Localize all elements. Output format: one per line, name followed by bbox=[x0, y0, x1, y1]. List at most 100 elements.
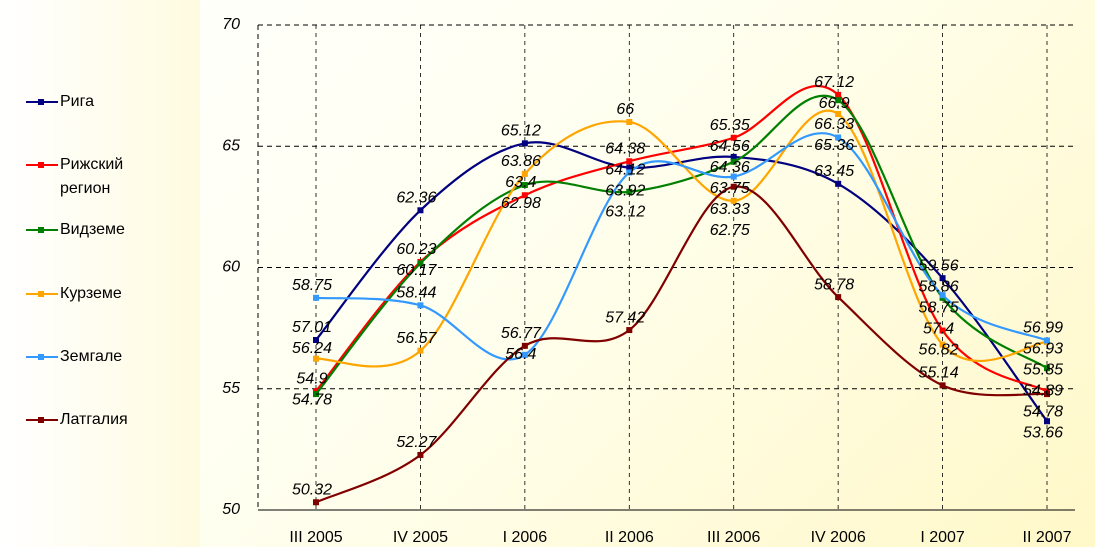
x-tick-label: I 2007 bbox=[920, 529, 965, 546]
data-label: 56.77 bbox=[501, 325, 542, 342]
point-marker bbox=[521, 192, 528, 199]
data-label: 56.24 bbox=[292, 340, 332, 357]
point-marker bbox=[835, 294, 842, 301]
point-marker bbox=[835, 134, 842, 141]
point-marker bbox=[939, 327, 946, 334]
data-label: 59.56 bbox=[919, 257, 959, 274]
x-tick-label: II 2007 bbox=[1023, 529, 1072, 546]
point-marker bbox=[417, 347, 424, 354]
point-marker bbox=[521, 170, 528, 177]
data-label: 63.86 bbox=[501, 153, 541, 170]
point-marker bbox=[1044, 337, 1050, 344]
series-line bbox=[315, 132, 1048, 361]
legend-label: Земгале bbox=[60, 348, 123, 365]
point-marker bbox=[417, 260, 424, 267]
point-marker bbox=[626, 158, 633, 165]
data-label: 62.98 bbox=[501, 195, 541, 212]
point-marker bbox=[939, 382, 946, 389]
x-tick-label: IV 2005 bbox=[393, 529, 448, 546]
point-marker bbox=[939, 275, 946, 282]
point-marker bbox=[1044, 365, 1050, 372]
data-label: 66 bbox=[616, 101, 634, 118]
legend-label: Рижский регион bbox=[60, 156, 124, 197]
point-marker bbox=[730, 183, 737, 190]
data-label: 55.85 bbox=[1023, 362, 1063, 379]
data-label: 63.12 bbox=[605, 204, 645, 221]
data-label: 58.86 bbox=[919, 278, 959, 295]
legend-item: Земгале bbox=[26, 347, 196, 369]
legend-swatch bbox=[26, 417, 58, 423]
data-label: 63.4 bbox=[505, 174, 536, 191]
data-label: 65.12 bbox=[501, 123, 541, 140]
data-label: 54.89 bbox=[1023, 383, 1063, 400]
legend-swatch bbox=[26, 227, 58, 233]
data-label: 67.12 bbox=[814, 74, 854, 91]
data-label: 64.36 bbox=[710, 159, 750, 176]
data-label: 57.42 bbox=[605, 309, 645, 326]
data-label: 54.9 bbox=[296, 370, 327, 387]
point-marker bbox=[521, 342, 528, 349]
legend-label: Видземе bbox=[60, 221, 125, 238]
point-marker bbox=[313, 294, 319, 301]
data-label: 58.75 bbox=[292, 277, 332, 294]
legend-swatch bbox=[26, 291, 58, 297]
data-label: 56.57 bbox=[396, 330, 437, 347]
point-marker bbox=[939, 292, 946, 299]
point-marker bbox=[626, 169, 633, 176]
data-label: 63.75 bbox=[710, 180, 750, 197]
data-label: 55.14 bbox=[919, 365, 959, 382]
point-marker bbox=[1044, 391, 1050, 398]
point-marker bbox=[835, 180, 842, 187]
legend: Рига Рижский регион Видземе Курземе Земгале Л… bbox=[0, 0, 200, 547]
data-label: 64.12 bbox=[605, 162, 645, 179]
legend-swatch bbox=[26, 99, 58, 105]
point-marker bbox=[730, 134, 737, 141]
point-marker bbox=[521, 351, 528, 358]
data-label: 56.99 bbox=[1023, 320, 1063, 337]
point-marker bbox=[521, 182, 528, 189]
data-label: 63.92 bbox=[605, 183, 645, 200]
data-label: 60.23 bbox=[396, 241, 436, 258]
data-label: 58.75 bbox=[919, 299, 959, 316]
data-label: 60.17 bbox=[396, 262, 437, 279]
y-tick-label: 50 bbox=[222, 501, 240, 518]
legend-item: Видземе bbox=[26, 220, 196, 242]
x-tick-label: IV 2006 bbox=[811, 529, 866, 546]
point-marker bbox=[313, 391, 319, 398]
x-tick-label: III 2005 bbox=[289, 529, 342, 546]
series-line bbox=[315, 185, 1048, 504]
legend-swatch bbox=[26, 162, 58, 168]
point-marker bbox=[626, 188, 633, 195]
point-marker bbox=[626, 164, 633, 171]
point-marker bbox=[626, 327, 633, 334]
data-label: 63.33 bbox=[710, 201, 750, 218]
point-marker bbox=[835, 97, 842, 104]
legend-item: Рига bbox=[26, 92, 196, 114]
data-label: 54.78 bbox=[1023, 404, 1063, 421]
point-marker bbox=[313, 337, 319, 344]
point-marker bbox=[730, 197, 737, 204]
point-marker bbox=[835, 110, 842, 117]
data-label: 62.75 bbox=[710, 222, 750, 239]
data-label: 54.78 bbox=[292, 391, 332, 408]
legend-item: Рижский регион bbox=[26, 155, 196, 201]
legend-label: Рига bbox=[60, 93, 94, 110]
data-label: 58.44 bbox=[396, 285, 436, 302]
data-label: 56.4 bbox=[505, 346, 536, 363]
data-label: 64.38 bbox=[605, 141, 645, 158]
x-tick-label: III 2006 bbox=[707, 529, 760, 546]
point-marker bbox=[417, 302, 424, 309]
point-marker bbox=[730, 173, 737, 180]
point-marker bbox=[521, 140, 528, 147]
y-tick-label: 65 bbox=[222, 137, 240, 154]
data-label: 64.56 bbox=[710, 138, 750, 155]
point-marker bbox=[313, 499, 319, 506]
legend-label: Латгалия bbox=[60, 411, 128, 428]
legend-label: Курземе bbox=[60, 285, 122, 302]
point-marker bbox=[626, 119, 633, 125]
y-tick-label: 70 bbox=[222, 16, 240, 33]
point-marker bbox=[939, 341, 946, 348]
data-label: 65.36 bbox=[814, 137, 854, 154]
data-label: 58.78 bbox=[814, 276, 854, 293]
